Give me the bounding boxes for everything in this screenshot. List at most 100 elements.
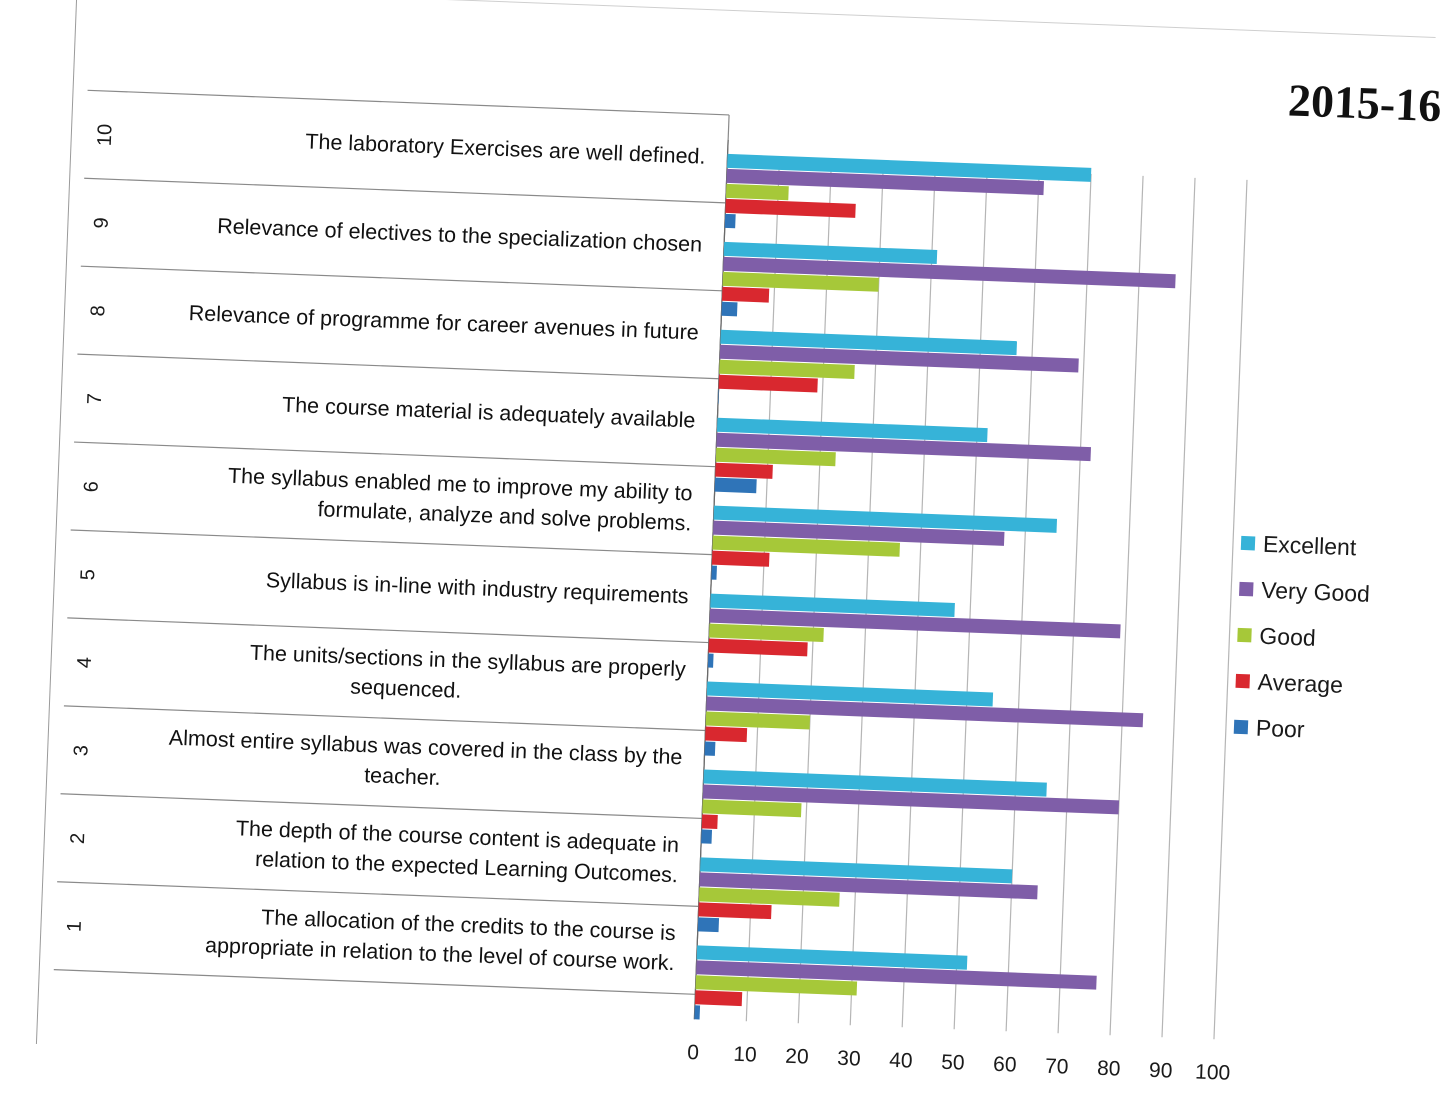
bar-good-q7 bbox=[715, 447, 836, 467]
bar-good-q9 bbox=[722, 271, 879, 292]
bar-average-q7 bbox=[715, 462, 773, 479]
category-number: 10 bbox=[94, 123, 117, 146]
legend: Excellent Very Good Good Average Poor bbox=[1233, 520, 1432, 757]
bar-average-q2 bbox=[698, 902, 772, 920]
legend-label-poor: Poor bbox=[1255, 714, 1306, 742]
category-separator bbox=[80, 265, 723, 292]
bar-good-q8 bbox=[719, 359, 855, 379]
bar-very-good-q7 bbox=[716, 432, 1092, 462]
bar-good-q6 bbox=[712, 535, 900, 557]
category-separator bbox=[63, 705, 706, 732]
x-tick-label: 60 bbox=[993, 1053, 1017, 1077]
legend-label-good: Good bbox=[1259, 622, 1317, 651]
category-label: Relevance of electives to the specializa… bbox=[217, 214, 703, 257]
x-tick-label: 40 bbox=[889, 1049, 913, 1073]
legend-swatch-good bbox=[1237, 627, 1252, 643]
category-number: 5 bbox=[77, 569, 99, 581]
bar-average-q5 bbox=[708, 638, 808, 657]
category-label: The syllabus enabled me to improve my ab… bbox=[228, 464, 693, 506]
bar-very-good-q9 bbox=[723, 256, 1176, 289]
category-number: 1 bbox=[64, 920, 86, 932]
gridline-x-70 bbox=[1057, 173, 1092, 1034]
legend-swatch-excellent bbox=[1240, 535, 1256, 551]
category-number: 2 bbox=[67, 833, 89, 845]
chart-title: 2015-16 bbox=[1287, 74, 1443, 132]
category-number: 8 bbox=[87, 305, 109, 317]
category-label: The laboratory Exercises are well define… bbox=[305, 129, 706, 168]
bar-very-good-q4 bbox=[706, 696, 1144, 728]
category-separator bbox=[74, 441, 716, 468]
gridline-x-80 bbox=[1109, 175, 1144, 1036]
gridline-x-50 bbox=[953, 169, 988, 1030]
category-separator bbox=[70, 529, 713, 556]
bar-good-q2 bbox=[698, 887, 840, 907]
bar-excellent-q9 bbox=[723, 241, 938, 265]
bar-very-good-q3 bbox=[702, 784, 1120, 815]
bar-excellent-q10 bbox=[727, 153, 1092, 182]
category-number: 3 bbox=[70, 745, 92, 757]
bar-very-good-q10 bbox=[726, 168, 1044, 196]
x-tick-label: 90 bbox=[1149, 1059, 1173, 1083]
bar-very-good-q8 bbox=[719, 344, 1079, 373]
bar-very-good-q5 bbox=[709, 608, 1121, 639]
bar-poor-q2 bbox=[697, 917, 720, 933]
x-tick-label: 30 bbox=[837, 1047, 861, 1071]
bar-average-q9 bbox=[721, 286, 770, 303]
category-number: 9 bbox=[91, 217, 113, 229]
bar-poor-q6 bbox=[711, 565, 717, 580]
category-number: 6 bbox=[80, 481, 102, 493]
bar-good-q4 bbox=[705, 711, 811, 730]
legend-swatch-very-good bbox=[1239, 581, 1254, 597]
legend-label-average: Average bbox=[1257, 668, 1344, 698]
category-separator bbox=[87, 89, 730, 116]
category-label: The units/sections in the syllabus are p… bbox=[249, 641, 686, 682]
bar-poor-q1 bbox=[694, 1005, 701, 1020]
bar-good-q5 bbox=[709, 623, 824, 642]
x-tick-label: 20 bbox=[785, 1045, 809, 1069]
bar-excellent-q6 bbox=[713, 505, 1058, 533]
bar-excellent-q7 bbox=[716, 417, 988, 443]
bar-poor-q5 bbox=[707, 653, 714, 668]
bar-excellent-q4 bbox=[706, 681, 994, 707]
bar-poor-q3 bbox=[701, 829, 713, 844]
category-separator bbox=[67, 617, 709, 644]
category-number: 4 bbox=[74, 657, 96, 669]
category-label: Almost entire syllabus was covered in th… bbox=[168, 726, 682, 770]
legend-label-excellent: Excellent bbox=[1262, 530, 1357, 560]
bar-average-q1 bbox=[694, 990, 743, 1007]
category-separator bbox=[53, 969, 696, 995]
legend-item-excellent: Excellent bbox=[1240, 520, 1432, 573]
bar-average-q8 bbox=[718, 374, 818, 393]
x-tick-label: 80 bbox=[1097, 1057, 1121, 1081]
bar-good-q10 bbox=[725, 183, 789, 201]
bar-poor-q4 bbox=[704, 741, 716, 756]
category-label: Syllabus is in-line with industry requir… bbox=[265, 568, 689, 608]
category-label: teacher. bbox=[364, 763, 441, 790]
legend-label-very-good: Very Good bbox=[1260, 576, 1371, 607]
bar-excellent-q2 bbox=[700, 857, 1013, 884]
category-separator bbox=[60, 793, 703, 820]
bar-excellent-q8 bbox=[720, 329, 1018, 356]
gridline-x-40 bbox=[901, 167, 936, 1028]
bar-excellent-q3 bbox=[703, 769, 1047, 797]
legend-item-poor: Poor bbox=[1233, 704, 1425, 757]
bar-poor-q7 bbox=[714, 477, 757, 494]
bar-poor-q10 bbox=[724, 213, 736, 229]
gridline-x-30 bbox=[849, 165, 884, 1026]
bar-average-q10 bbox=[725, 198, 856, 218]
legend-swatch-average bbox=[1235, 673, 1250, 689]
bar-excellent-q5 bbox=[710, 593, 955, 617]
bar-excellent-q1 bbox=[696, 945, 968, 970]
bar-poor-q9 bbox=[721, 301, 738, 317]
bar-very-good-q1 bbox=[696, 960, 1097, 990]
gridline-x-60 bbox=[1005, 171, 1040, 1032]
legend-item-good: Good bbox=[1237, 612, 1429, 665]
category-label: Relevance of programme for career avenue… bbox=[188, 301, 699, 345]
bar-good-q1 bbox=[695, 975, 858, 996]
bar-average-q3 bbox=[701, 814, 718, 830]
category-label: The course material is adequately availa… bbox=[282, 393, 696, 433]
bar-very-good-q6 bbox=[712, 520, 1005, 546]
category-label: sequenced. bbox=[350, 675, 462, 703]
